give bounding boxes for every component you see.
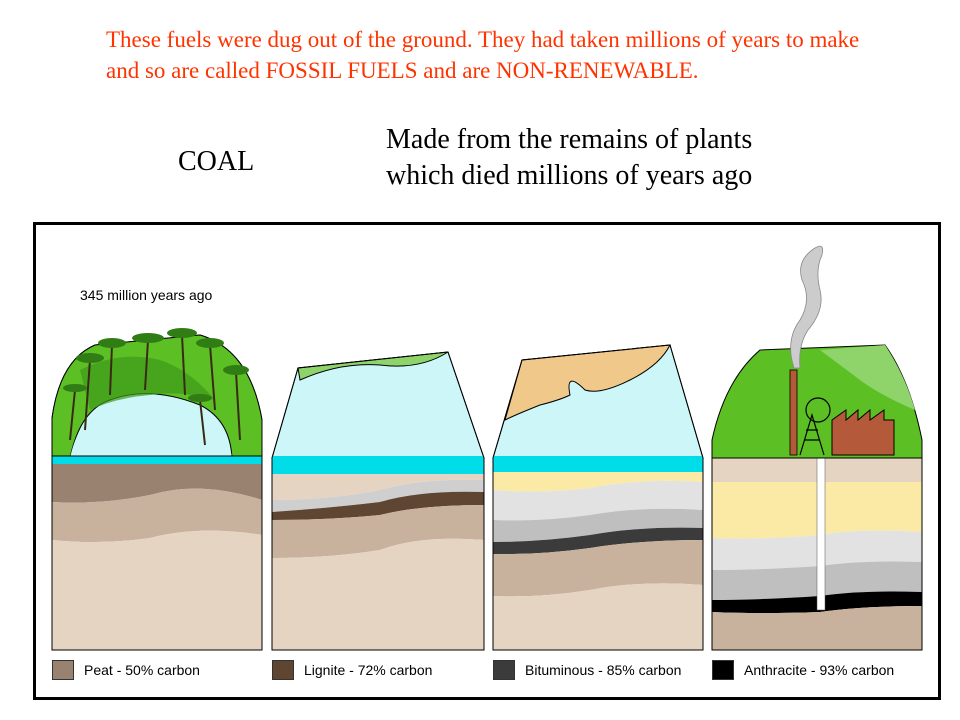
panel-1-foliage-shade [80, 356, 215, 410]
panel-2-sea-strip [272, 456, 484, 474]
panel-3-sand-dune [504, 344, 671, 421]
panel-2-outline [271, 351, 485, 651]
legend-label-lignite: Lignite - 72% carbon [304, 662, 433, 678]
panel-bituminous [492, 344, 704, 651]
panel-4-rock [712, 606, 922, 650]
panel-1-mid-rock [52, 488, 262, 543]
legend-label-anthracite: Anthracite - 93% carbon [744, 662, 895, 678]
panel-1-outline [51, 455, 263, 651]
panel-peat [51, 328, 263, 651]
legend-swatch-anthracite [712, 660, 734, 680]
panel-3-mid-rock [493, 540, 703, 597]
legend-label-peat: Peat - 50% carbon [84, 662, 200, 678]
panel-1-light-rock [52, 530, 262, 650]
panel-1-lake [70, 400, 232, 458]
panel-3-bituminous-seam [493, 527, 703, 555]
legend-swatch-bituminous [493, 660, 515, 680]
panel-anthracite [711, 245, 923, 651]
legend-swatch-lignite [272, 660, 294, 680]
legend-item-anthracite: Anthracite - 93% carbon [712, 659, 894, 681]
panel-3-light-grey [493, 480, 703, 521]
mine-shaft [816, 457, 826, 611]
legend-swatch-peat [52, 660, 74, 680]
description-line-2: which died millions of years ago [386, 160, 753, 191]
panel-2-vegetation [297, 351, 449, 381]
legend-item-bituminous: Bituminous - 85% carbon [493, 659, 681, 681]
intro-text: These fuels were dug out of the ground. … [106, 27, 860, 83]
diagram-caption: 345 million years ago [80, 287, 213, 303]
panel-2-mid-rock [272, 505, 484, 558]
panel-3-grey-band [493, 508, 703, 542]
panel-3-outline [492, 344, 704, 651]
panel-1-sea-strip [52, 456, 262, 464]
panel-3-sea-strip [493, 456, 703, 472]
legend-item-peat: Peat - 50% carbon [52, 659, 200, 681]
factory-building [831, 408, 895, 456]
panel-2-light-top [272, 474, 484, 500]
panel-1-peat-layer [52, 464, 262, 503]
page-title: COAL [178, 146, 255, 177]
panel-3-sand-layer [493, 472, 703, 492]
smoke [790, 245, 824, 369]
panel-2-light-rock [272, 538, 484, 650]
description-line-1: Made from the remains of plants [386, 124, 753, 155]
chimney [789, 369, 798, 456]
winding-wheel-icon [805, 397, 831, 423]
panel-lignite [271, 351, 485, 651]
panel-2-lignite-seam [272, 491, 484, 520]
coal-description: Made from the remains of plants which di… [386, 122, 752, 194]
panel-4-outline [711, 457, 923, 651]
panel-2-grey-band [272, 479, 484, 512]
panel-4-hill-shade [820, 345, 915, 410]
legend-label-bituminous: Bituminous - 85% carbon [525, 662, 682, 678]
headframe [799, 412, 825, 456]
panel-3-light-rock [493, 583, 703, 650]
palm-fronds [63, 328, 249, 402]
palm-trees [69, 334, 241, 446]
legend-item-lignite: Lignite - 72% carbon [272, 659, 432, 681]
